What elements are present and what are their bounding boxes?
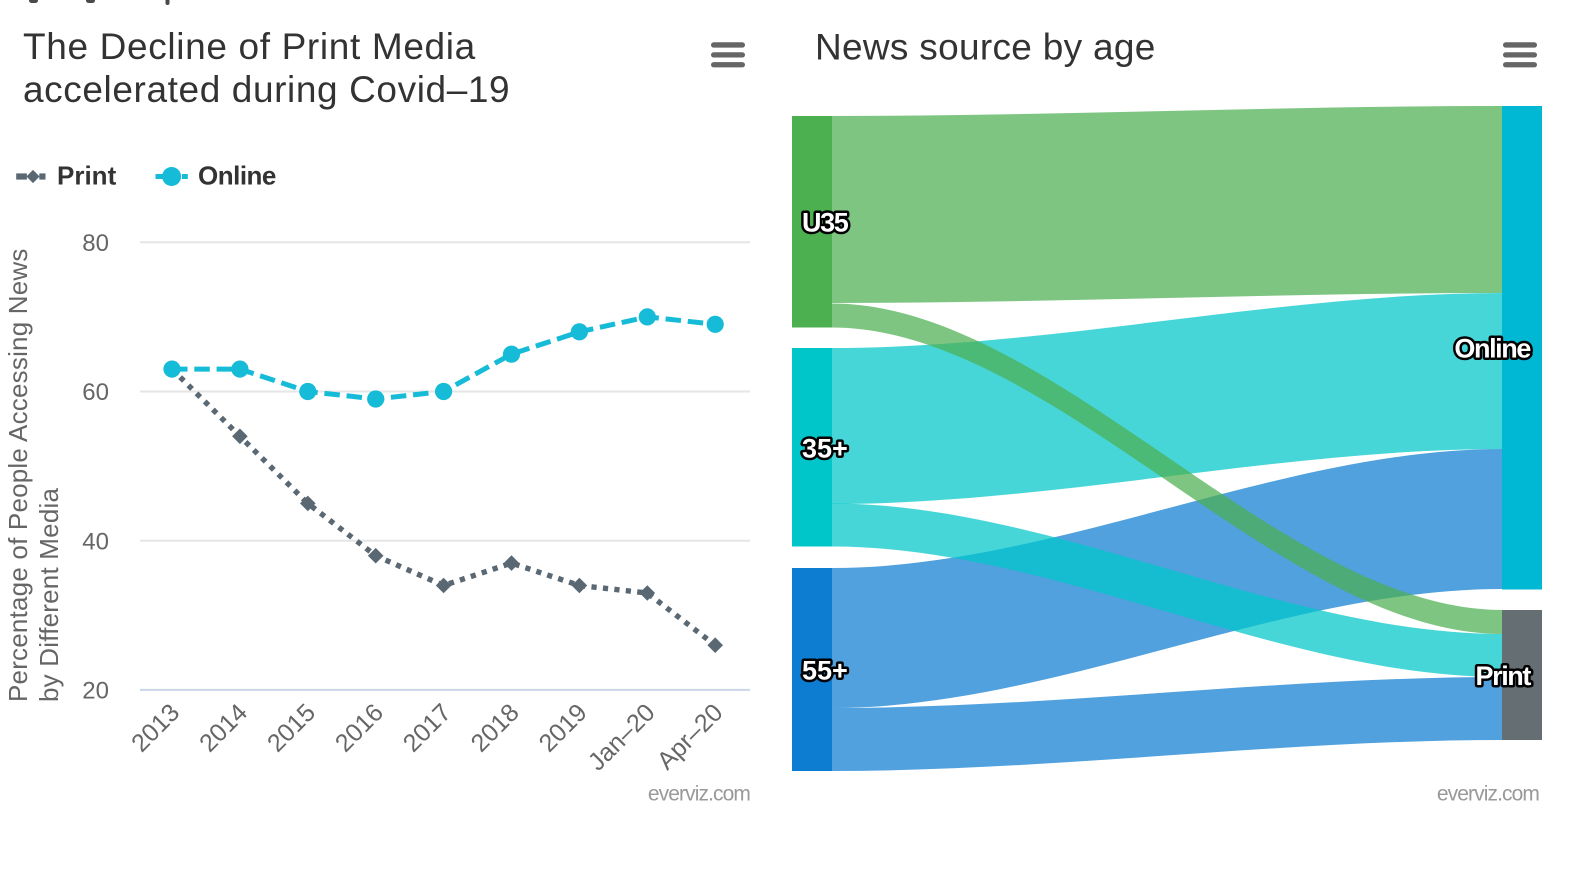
svg-text:Online: Online (198, 161, 276, 191)
svg-text:Online: Online (1454, 334, 1531, 364)
svg-text:2018: 2018 (466, 698, 525, 757)
svg-text:The Decline of Print Media: The Decline of Print Media (23, 26, 476, 67)
svg-text:55+: 55+ (802, 656, 848, 686)
svg-text:U35: U35 (802, 208, 849, 238)
svg-text:60: 60 (82, 379, 109, 406)
svg-text:2014: 2014 (194, 698, 253, 757)
svg-text:by Different Media: by Different Media (34, 488, 64, 702)
svg-text:accelerated during Covid–19: accelerated during Covid–19 (23, 69, 510, 110)
svg-text:80: 80 (82, 230, 109, 257)
svg-text:News source by age: News source by age (815, 27, 1156, 68)
svg-text:20: 20 (82, 678, 109, 705)
svg-text:35+: 35+ (802, 433, 848, 463)
svg-text:2016: 2016 (330, 698, 389, 757)
svg-text:everviz.com: everviz.com (648, 783, 751, 806)
svg-text:2017: 2017 (398, 698, 457, 757)
svg-text:everviz.com: everviz.com (1437, 783, 1540, 806)
svg-text:Apr–20: Apr–20 (652, 698, 729, 775)
svg-text:2019: 2019 (534, 698, 593, 757)
svg-text:Print: Print (1475, 661, 1531, 691)
svg-text:Print: Print (57, 161, 117, 191)
svg-text:40: 40 (82, 529, 109, 556)
svg-text:2015: 2015 (262, 698, 321, 757)
svg-text:Jan–20: Jan–20 (583, 698, 661, 776)
svg-text:Percentage of People Accessing: Percentage of People Accessing News (3, 248, 33, 702)
svg-text:2013: 2013 (126, 698, 185, 757)
